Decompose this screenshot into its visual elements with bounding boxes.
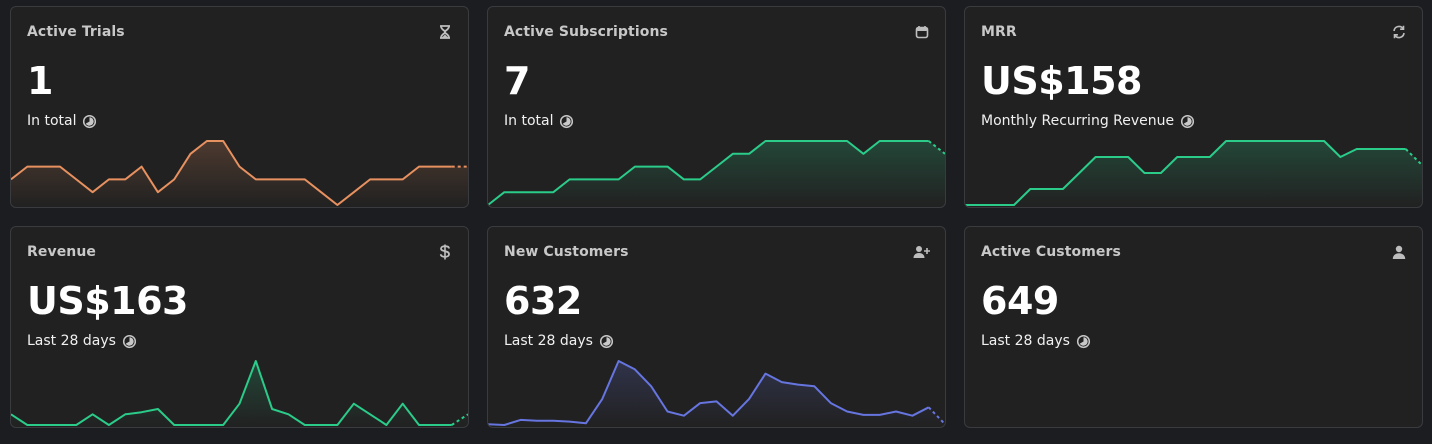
sparkline-line [488, 360, 930, 426]
card-value: US$158 [981, 59, 1143, 103]
calendar-icon [913, 23, 931, 41]
card-subtitle: Last 28 days [504, 333, 614, 349]
sparkline-chart [965, 357, 1422, 427]
hourglass-icon [436, 23, 454, 41]
sparkline-line [965, 140, 1406, 206]
refresh-icon [1390, 23, 1408, 41]
card-title: New Customers [504, 244, 629, 260]
info-icon[interactable] [559, 114, 574, 129]
user-icon [1390, 243, 1408, 261]
card-value: 649 [981, 279, 1059, 323]
card-value: 7 [504, 59, 530, 103]
subtitle-text: In total [27, 113, 77, 129]
card-subtitle: In total [27, 113, 97, 129]
sparkline-line [488, 140, 929, 206]
card-title: Active Trials [27, 24, 125, 40]
sparkline-area [11, 361, 468, 427]
sparkline-area [488, 141, 945, 207]
card-title: Revenue [27, 244, 97, 260]
info-icon[interactable] [599, 334, 614, 349]
card-value: 1 [27, 59, 53, 103]
info-icon[interactable] [1180, 114, 1195, 129]
card-subtitle: Last 28 days [27, 333, 137, 349]
sparkline-projection [1404, 148, 1422, 166]
card-title: MRR [981, 24, 1017, 40]
sparkline-projection [927, 406, 945, 425]
card-subtitle: Monthly Recurring Revenue [981, 113, 1195, 129]
card-active-subscriptions[interactable]: Active Subscriptions 7 In total [487, 6, 946, 208]
card-new-customers[interactable]: New Customers 632 Last 28 days [487, 226, 946, 428]
sparkline-line [11, 360, 452, 426]
subtitle-text: Last 28 days [504, 333, 593, 349]
card-active-customers[interactable]: Active Customers 649 Last 28 days [964, 226, 1423, 428]
card-title: Active Customers [981, 244, 1121, 260]
subtitle-text: Monthly Recurring Revenue [981, 113, 1175, 129]
subtitle-text: Last 28 days [27, 333, 116, 349]
info-icon[interactable] [82, 114, 97, 129]
card-subtitle: In total [504, 113, 574, 129]
sparkline-line [11, 140, 452, 206]
subtitle-text: Last 28 days [981, 333, 1070, 349]
card-title: Active Subscriptions [504, 24, 668, 40]
card-subtitle: Last 28 days [981, 333, 1091, 349]
sparkline-chart [488, 360, 945, 427]
info-icon[interactable] [122, 334, 137, 349]
user-plus-icon [913, 243, 931, 261]
info-icon[interactable] [1076, 334, 1091, 349]
sparkline-chart [488, 140, 945, 207]
card-mrr[interactable]: MRR US$158 Monthly Recurring Revenue [964, 6, 1423, 208]
sparkline-area [965, 141, 1422, 207]
card-value: US$163 [27, 279, 189, 323]
card-value: 632 [504, 279, 582, 323]
sparkline-area [11, 141, 468, 207]
sparkline-chart [965, 140, 1422, 207]
sparkline-chart [11, 140, 468, 207]
sparkline-chart [11, 360, 468, 427]
card-revenue[interactable]: Revenue US$163 Last 28 days [10, 226, 469, 428]
dollar-icon [436, 243, 454, 261]
card-active-trials[interactable]: Active Trials 1 In total [10, 6, 469, 208]
subtitle-text: In total [504, 113, 554, 129]
sparkline-area [488, 361, 945, 427]
